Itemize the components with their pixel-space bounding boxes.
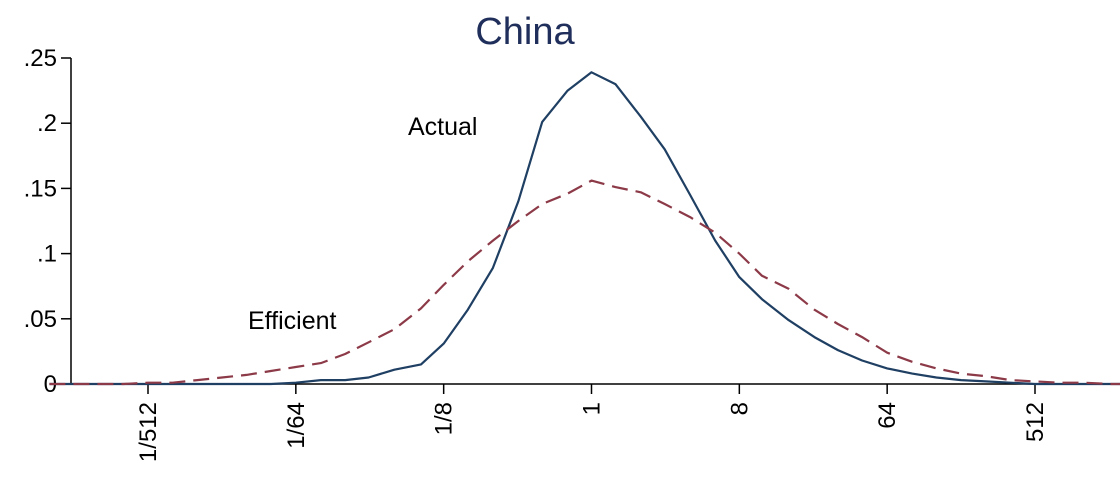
y-tick-label: .25	[24, 45, 57, 72]
x-tick-label: 512	[1022, 402, 1049, 442]
annotation-actual: Actual	[408, 113, 477, 141]
x-tick-label: 1	[579, 402, 606, 415]
x-tick-label: 8	[726, 402, 753, 415]
series-layer	[49, 71, 1120, 386]
x-tick-label: 64	[874, 402, 901, 429]
series-line-efficient	[49, 179, 1120, 386]
series-line-actual	[49, 71, 1120, 386]
chart-title: China	[475, 11, 575, 53]
x-tick-label: 1/64	[283, 402, 310, 449]
y-tick-label: .2	[37, 110, 57, 137]
y-tick-label: .1	[37, 241, 57, 268]
y-tick-label: .05	[24, 306, 57, 333]
x-tick-label: 1/512	[135, 402, 162, 462]
y-tick-label: .15	[24, 175, 57, 202]
annotation-efficient: Efficient	[248, 307, 337, 335]
x-tick-label: 1/8	[431, 402, 458, 435]
